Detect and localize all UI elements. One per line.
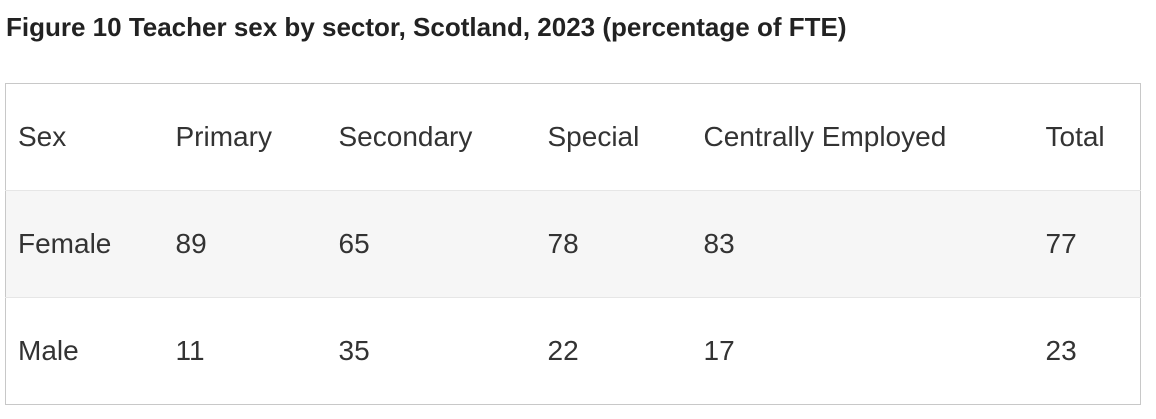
header-cell: Total [1045, 121, 1105, 152]
header-cell: Secondary [338, 121, 473, 152]
cell: 89 [163, 190, 327, 298]
cell: 77 [1033, 190, 1141, 298]
cell: 83 [691, 190, 1034, 298]
cell: 11 [163, 297, 327, 405]
header-cell: Special [547, 121, 640, 152]
cell: 23 [1033, 297, 1141, 405]
table-body: Sex Primary Secondary Special Centrally Empl… [5, 84, 1141, 405]
data-table: Sex Primary Secondary Special Centrally Empl… [5, 83, 1141, 405]
cell: 35 [326, 297, 536, 405]
header-row: Sex Primary Secondary Special Centrally Empl… [6, 84, 1141, 191]
figure-title: Figure 10 Teacher sex by sector, Scotlan… [6, 12, 847, 42]
header-cell: Centrally Employed [703, 121, 947, 152]
cell: 17 [691, 297, 1034, 405]
header-cell: Primary [175, 121, 272, 152]
cell: Male [5, 297, 164, 405]
cell: 78 [535, 190, 692, 298]
cell: Female [5, 190, 164, 298]
data-row: Male 11 35 22 17 23 [5, 297, 1141, 405]
data-row: Female 89 65 78 83 77 [5, 190, 1141, 298]
cell: 22 [535, 297, 692, 405]
cell: 65 [326, 190, 536, 298]
header-cell: Sex [18, 121, 67, 152]
